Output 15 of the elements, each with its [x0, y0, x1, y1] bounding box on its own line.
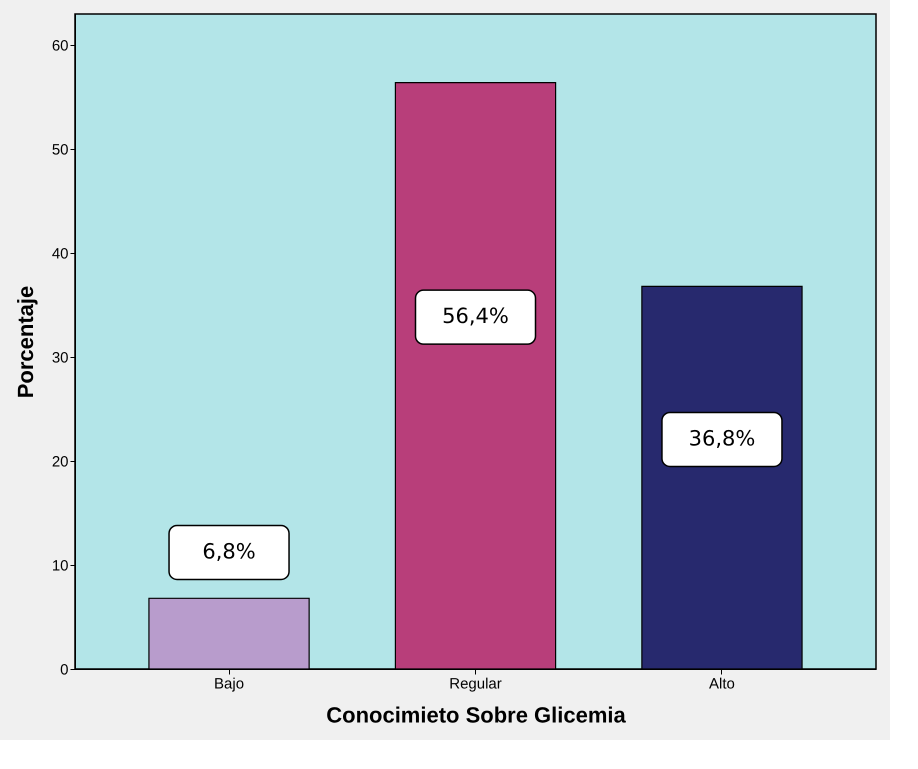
x-tick-label: Regular — [449, 676, 502, 692]
data-label: 56,4% — [442, 304, 509, 328]
x-axis-title: Conocimieto Sobre Glicemia — [326, 702, 627, 728]
y-axis-title: Porcentaje — [12, 286, 38, 398]
y-tick-label: 10 — [52, 558, 68, 575]
x-tick-label: Alto — [709, 676, 735, 692]
y-tick-label: 50 — [52, 142, 68, 159]
data-label: 6,8% — [202, 539, 256, 564]
y-tick-label: 30 — [52, 350, 68, 367]
data-label: 36,8% — [688, 426, 756, 450]
y-tick-label: 20 — [52, 454, 68, 471]
y-tick-label: 60 — [52, 38, 68, 55]
y-tick-label: 40 — [52, 246, 68, 263]
y-tick-label: 0 — [60, 662, 68, 678]
x-tick-label: Bajo — [214, 676, 244, 692]
